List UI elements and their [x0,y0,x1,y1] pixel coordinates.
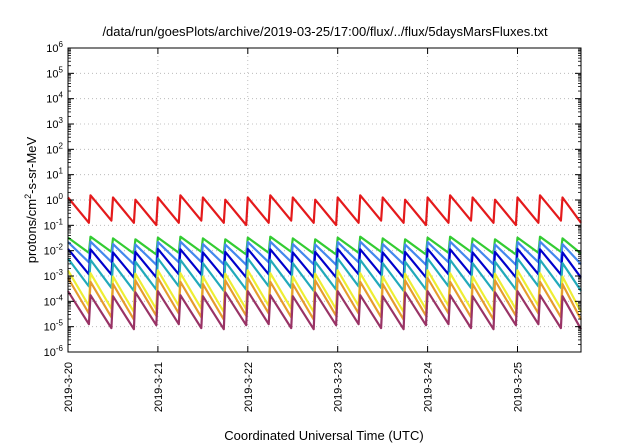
y-tick-label: 102 [46,141,63,156]
y-tick-label: 10-3 [44,268,64,283]
x-tick-label: 2019-3-20 [63,362,75,412]
x-tick-label: 2019-3-23 [333,362,345,412]
y-tick-label: 10-1 [44,217,64,232]
x-axis-label: Coordinated Universal Time (UTC) [224,428,423,443]
y-tick-label: 106 [46,40,63,55]
x-tick-label: 2019-3-25 [513,362,525,412]
y-tick-label: 100 [46,192,63,207]
y-tick-label: 104 [46,91,63,106]
y-tick-label: 10-6 [44,344,64,359]
y-tick-label: 10-2 [44,243,64,258]
y-tick-label: 10-5 [44,319,64,334]
x-tick-label: 2019-3-21 [153,362,165,412]
y-tick-label: 101 [46,167,63,182]
y-tick-label: 103 [46,116,63,131]
series-line [67,194,582,227]
x-tick-label: 2019-3-22 [243,362,255,412]
series-line [67,276,582,321]
series-line [67,290,582,331]
x-tick-label: 2019-3-24 [423,362,435,412]
series-lines [67,194,582,331]
ticks: 10-6 10-5 10-4 10-3 10-2 10-1 100 101 102 103 104 1… [44,40,581,412]
chart-title: /data/run/goesPlots/archive/2019-03-25/1… [102,24,548,39]
y-axis-label: protons/cm2-s-sr-MeV [23,136,39,263]
y-tick-label: 105 [46,65,63,80]
y-tick-label: 10-4 [44,293,64,308]
